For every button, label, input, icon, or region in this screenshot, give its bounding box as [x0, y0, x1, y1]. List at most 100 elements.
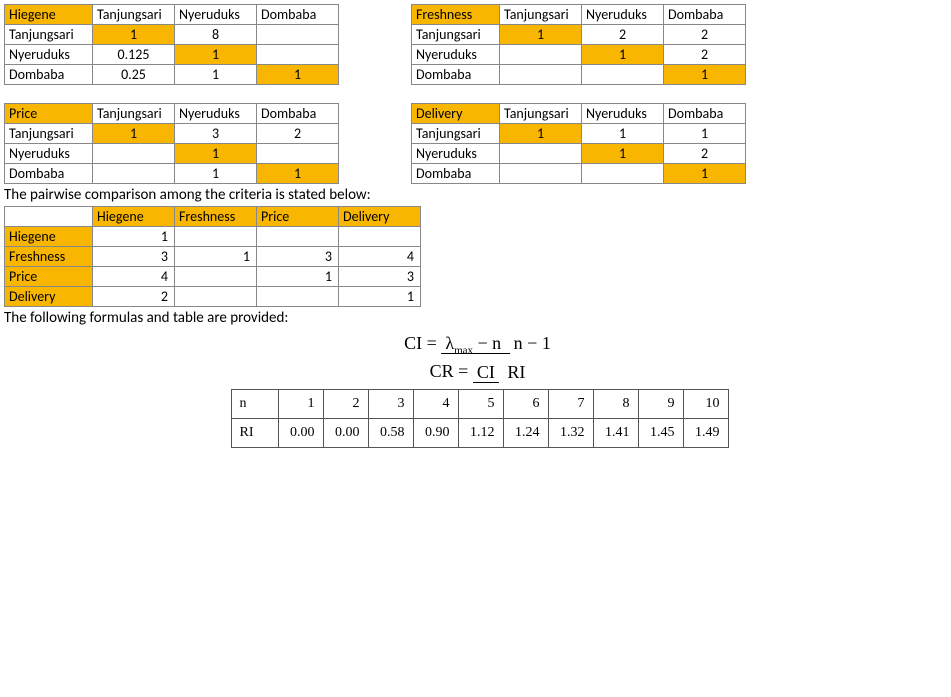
delivery-row-label-2: Dombaba: [412, 164, 500, 184]
delivery-cell-1-1: 1: [582, 144, 664, 164]
ri-val-9: 1.49: [683, 419, 728, 448]
freshness-cell-0-0: 1: [500, 25, 582, 45]
hiegene-cell-1-1: 1: [175, 45, 257, 65]
criteria-cell-3-3: 1: [339, 287, 421, 307]
criteria-cell-0-1: [175, 227, 257, 247]
freshness-cell-2-0: [500, 65, 582, 85]
ri-val-3: 0.90: [413, 419, 458, 448]
price-cell-2-0: [93, 164, 175, 184]
cr-lhs: CR =: [430, 361, 469, 381]
freshness-row-label-2: Dombaba: [412, 65, 500, 85]
price-table-wrap: PriceTanjungsariNyeruduksDombabaTanjungs…: [4, 103, 339, 184]
hiegene-row-label-0: Tanjungsari: [5, 25, 93, 45]
hiegene-cell-2-1: 1: [175, 65, 257, 85]
freshness-cell-1-1: 1: [582, 45, 664, 65]
price-col-1: Nyeruduks: [175, 104, 257, 124]
price-row-label-0: Tanjungsari: [5, 124, 93, 144]
mid-table-row: PriceTanjungsariNyeruduksDombabaTanjungs…: [4, 103, 951, 184]
freshness-row-label-1: Nyeruduks: [412, 45, 500, 65]
top-table-row: HiegeneTanjungsariNyeruduksDombabaTanjun…: [4, 4, 951, 85]
ci-sub: max: [454, 345, 473, 357]
criteria-col-3: Delivery: [339, 207, 421, 227]
delivery-row-label-0: Tanjungsari: [412, 124, 500, 144]
hiegene-cell-1-2: [257, 45, 339, 65]
ri-val-4: 1.12: [458, 419, 503, 448]
delivery-cell-0-1: 1: [582, 124, 664, 144]
freshness-cell-2-2: 1: [664, 65, 746, 85]
criteria-cell-2-1: [175, 267, 257, 287]
delivery-cell-0-2: 1: [664, 124, 746, 144]
hiegene-col-0: Tanjungsari: [93, 5, 175, 25]
hiegene-cell-0-2: [257, 25, 339, 45]
freshness-row-label-0: Tanjungsari: [412, 25, 500, 45]
price-cell-1-0: [93, 144, 175, 164]
hiegene-title-cell: Hiegene: [5, 5, 93, 25]
ri-val-7: 1.41: [593, 419, 638, 448]
criteria-row-label-2: Price: [5, 267, 93, 287]
criteria-cell-1-2: 3: [257, 247, 339, 267]
freshness-table: FreshnessTanjungsariNyeruduksDombabaTanj…: [411, 4, 746, 85]
hiegene-table: HiegeneTanjungsariNyeruduksDombabaTanjun…: [4, 4, 339, 85]
ri-val-1: 0.00: [323, 419, 368, 448]
criteria-cell-2-2: 1: [257, 267, 339, 287]
price-cell-1-2: [257, 144, 339, 164]
ri-n-2: 3: [368, 390, 413, 419]
criteria-table: HiegeneFreshnessPriceDeliveryHiegene1Fre…: [4, 206, 421, 307]
formulas-block: CI = λmax − n n − 1 CR = CI RI: [4, 333, 951, 383]
ri-label: RI: [231, 419, 278, 448]
ri-val-8: 1.45: [638, 419, 683, 448]
criteria-cell-3-1: [175, 287, 257, 307]
ci-lambda: λ: [445, 333, 454, 353]
freshness-cell-0-1: 2: [582, 25, 664, 45]
delivery-table: DeliveryTanjungsariNyeruduksDombabaTanju…: [411, 103, 746, 184]
price-row-label-1: Nyeruduks: [5, 144, 93, 164]
price-table: PriceTanjungsariNyeruduksDombabaTanjungs…: [4, 103, 339, 184]
criteria-col-0: Hiegene: [93, 207, 175, 227]
criteria-cell-0-2: [257, 227, 339, 247]
ri-n-1: 2: [323, 390, 368, 419]
hiegene-cell-2-0: 0.25: [93, 65, 175, 85]
criteria-row-label-3: Delivery: [5, 287, 93, 307]
price-cell-1-1: 1: [175, 144, 257, 164]
formulas-caption: The following formulas and table are pro…: [4, 309, 951, 327]
criteria-cell-0-3: [339, 227, 421, 247]
ci-lhs: CI =: [404, 333, 437, 353]
ri-n-7: 8: [593, 390, 638, 419]
ri-n-0: 1: [278, 390, 323, 419]
hiegene-cell-0-1: 8: [175, 25, 257, 45]
price-cell-0-0: 1: [93, 124, 175, 144]
ci-bot: n − 1: [510, 333, 555, 353]
cr-bot: RI: [503, 362, 529, 382]
ri-n-3: 4: [413, 390, 458, 419]
delivery-cell-1-2: 2: [664, 144, 746, 164]
ri-n-label: n: [231, 390, 278, 419]
freshness-table-wrap: FreshnessTanjungsariNyeruduksDombabaTanj…: [411, 4, 746, 85]
freshness-cell-0-2: 2: [664, 25, 746, 45]
hiegene-cell-1-0: 0.125: [93, 45, 175, 65]
freshness-col-0: Tanjungsari: [500, 5, 582, 25]
criteria-cell-1-3: 4: [339, 247, 421, 267]
delivery-col-2: Dombaba: [664, 104, 746, 124]
cr-top: CI: [473, 362, 499, 383]
criteria-cell-2-3: 3: [339, 267, 421, 287]
delivery-col-0: Tanjungsari: [500, 104, 582, 124]
criteria-table-wrap: HiegeneFreshnessPriceDeliveryHiegene1Fre…: [4, 206, 951, 307]
price-col-0: Tanjungsari: [93, 104, 175, 124]
formula-ci: CI = λmax − n n − 1: [4, 333, 951, 357]
freshness-cell-2-1: [582, 65, 664, 85]
price-cell-2-1: 1: [175, 164, 257, 184]
criteria-corner: [5, 207, 93, 227]
ri-val-5: 1.24: [503, 419, 548, 448]
criteria-cell-3-0: 2: [93, 287, 175, 307]
price-title-cell: Price: [5, 104, 93, 124]
formula-cr: CR = CI RI: [4, 361, 951, 383]
criteria-caption: The pairwise comparison among the criter…: [4, 186, 951, 204]
ri-val-2: 0.58: [368, 419, 413, 448]
delivery-col-1: Nyeruduks: [582, 104, 664, 124]
ri-n-6: 7: [548, 390, 593, 419]
criteria-cell-0-0: 1: [93, 227, 175, 247]
price-col-2: Dombaba: [257, 104, 339, 124]
delivery-row-label-1: Nyeruduks: [412, 144, 500, 164]
criteria-cell-2-0: 4: [93, 267, 175, 287]
ri-n-9: 10: [683, 390, 728, 419]
